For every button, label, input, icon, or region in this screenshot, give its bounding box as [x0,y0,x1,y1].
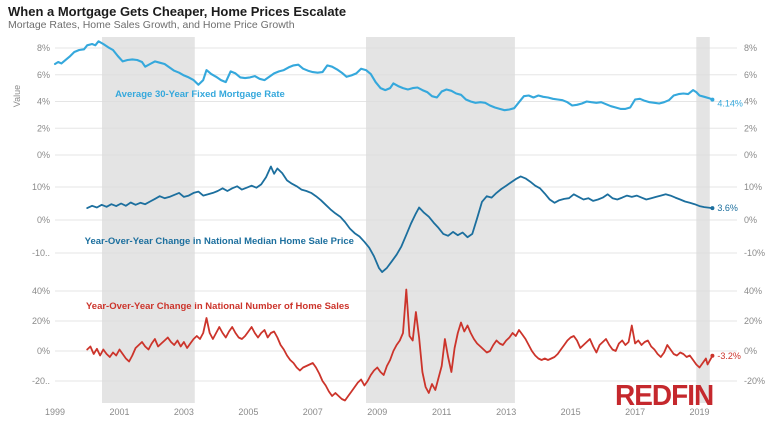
median-sale-price-yoy-line [86,165,714,273]
y-tick-label-right: 4% [744,97,757,107]
y-tick-label-right: 40% [744,286,762,296]
y-tick-label-left: -20.. [32,376,50,386]
x-tick-label: 2005 [238,407,258,417]
home-sales-yoy-end-marker [710,353,715,358]
mortgage-rate-line [53,40,714,112]
home-sales-yoy-end-label: -3.2% [717,351,741,361]
y-tick-label-left: 0% [37,150,50,160]
x-tick-label: 1999 [45,407,65,417]
median-sale-price-yoy-label: Year-Over-Year Change in National Median… [85,236,354,247]
mortgage-rate-end-marker [710,97,715,102]
y-tick-label-right: -10% [744,248,765,258]
y-tick-label-left: 8% [37,43,50,53]
y-tick-label-right: -20% [744,376,765,386]
y-tick-label-right: 0% [744,150,757,160]
y-tick-label-right: 20% [744,316,762,326]
y-tick-label-left: 2% [37,123,50,133]
chart-title: When a Mortgage Gets Cheaper, Home Price… [8,4,347,19]
y-tick-label-left: 4% [37,97,50,107]
y-tick-label-right: 8% [744,43,757,53]
mortgage-rate-label: Average 30-Year Fixed Mortgage Rate [115,89,285,100]
redfin-logo: REDFIN [615,379,714,412]
y-axis-title: Value [12,85,22,107]
y-tick-label-left: 40% [32,286,50,296]
y-tick-label-right: 0% [744,346,757,356]
x-tick-label: 2015 [561,407,581,417]
y-tick-label-left: 0% [37,215,50,225]
x-tick-label: 2001 [109,407,129,417]
median-sale-price-yoy-end-marker [710,206,715,211]
y-tick-label-right: 6% [744,70,757,80]
x-tick-label: 2017 [625,407,645,417]
mortgage-rate-end-label: 4.14% [717,99,743,109]
y-tick-label-left: 20% [32,316,50,326]
x-tick-label: 2013 [496,407,516,417]
x-tick-label: 2007 [303,407,323,417]
x-tick-label: 2003 [174,407,194,417]
chart-subtitle: Mortage Rates, Home Sales Growth, and Ho… [8,19,295,31]
x-tick-label: 2011 [432,407,451,417]
y-tick-label-left: 6% [37,70,50,80]
median-sale-price-yoy-end-label: 3.6% [717,203,738,213]
x-tick-label: 2019 [689,407,709,417]
y-tick-label-left: 0% [37,346,50,356]
y-tick-label-left: -10.. [32,248,50,258]
home-sales-yoy-label: Year-Over-Year Change in National Number… [86,301,349,312]
home-sales-yoy-line [86,288,714,402]
y-tick-label-right: 2% [744,123,757,133]
x-tick-label: 2009 [367,407,387,417]
y-tick-label-right: 0% [744,215,757,225]
y-tick-label-right: 10% [744,182,762,192]
y-tick-label-left: 10% [32,182,50,192]
